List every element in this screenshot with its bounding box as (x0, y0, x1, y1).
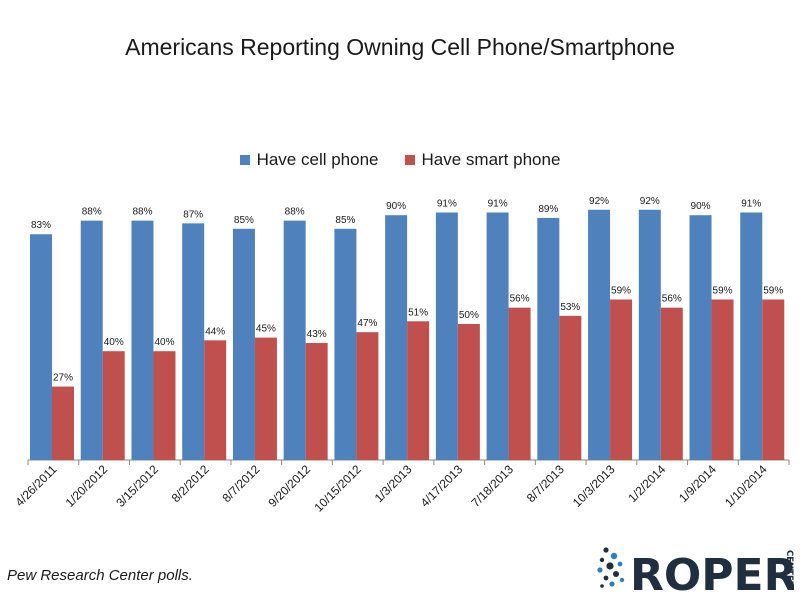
bar-cell-phone (131, 220, 154, 460)
data-label-smart-phone: 59% (611, 286, 631, 297)
data-label-smart-phone: 56% (510, 294, 530, 305)
source-note: Pew Research Center polls. (7, 567, 193, 584)
bar-smart-phone (305, 343, 328, 460)
x-tick-label: 1/2/2014 (625, 462, 668, 505)
data-label-smart-phone: 45% (256, 324, 276, 335)
x-tick-label: 4/17/2013 (418, 462, 466, 510)
bar-cell-phone (740, 212, 763, 460)
x-tick-label: 1/9/2014 (676, 462, 719, 505)
data-label-cell-phone: 90% (386, 201, 406, 212)
bar-cell-phone (638, 209, 661, 460)
chart-title: Americans Reporting Owning Cell Phone/Sm… (125, 34, 675, 60)
x-tick-label: 10/3/2013 (570, 462, 618, 510)
data-label-cell-phone: 92% (640, 196, 660, 207)
bar-smart-phone (508, 307, 531, 460)
data-label-smart-phone: 40% (154, 337, 174, 348)
x-tick-label: 8/2/2012 (169, 462, 212, 505)
data-label-cell-phone: 91% (437, 198, 457, 209)
data-label-smart-phone: 59% (713, 286, 733, 297)
bar-smart-phone (52, 386, 74, 460)
x-tick-label: 7/18/2013 (468, 462, 516, 510)
data-label-smart-phone: 44% (205, 326, 225, 337)
data-label-cell-phone: 89% (538, 204, 558, 215)
legend: Have cell phone Have smart phone (0, 150, 800, 170)
bar-cell-phone (537, 217, 560, 460)
roper-logo-mark (597, 547, 625, 588)
bar-smart-phone (711, 299, 734, 460)
data-label-cell-phone: 85% (335, 215, 355, 226)
data-label-cell-phone: 88% (285, 207, 305, 218)
data-label-smart-phone: 53% (560, 302, 580, 313)
x-tick-label: 3/15/2012 (113, 462, 161, 510)
bar-cell-phone (232, 228, 255, 460)
x-tick-label: 10/15/2012 (312, 462, 365, 515)
data-label-smart-phone: 50% (459, 310, 479, 321)
x-tick-label: 8/7/2013 (524, 462, 567, 505)
bar-smart-phone (254, 337, 277, 460)
bar-smart-phone (559, 315, 582, 460)
bar-smart-phone (356, 332, 379, 460)
bar-cell-phone (80, 220, 103, 460)
data-label-cell-phone: 83% (31, 220, 51, 231)
bar-smart-phone (457, 324, 480, 460)
x-tick-label: 9/20/2012 (266, 462, 314, 510)
data-label-cell-phone: 87% (183, 209, 203, 220)
bar-cell-phone (689, 215, 712, 460)
bar-cell-phone (385, 215, 408, 460)
data-label-cell-phone: 92% (589, 196, 609, 207)
data-label-cell-phone: 85% (234, 215, 254, 226)
data-label-smart-phone: 56% (662, 294, 682, 305)
data-label-smart-phone: 43% (307, 329, 327, 340)
data-label-cell-phone: 91% (488, 198, 508, 209)
data-label-smart-phone: 51% (408, 307, 428, 318)
bar-cell-phone (435, 212, 458, 460)
legend-swatch-smart (404, 155, 415, 165)
bar-cell-phone (30, 234, 52, 460)
data-label-cell-phone: 90% (691, 201, 711, 212)
bar-smart-phone (407, 321, 430, 460)
bar-smart-phone (762, 299, 785, 460)
data-label-smart-phone: 59% (763, 286, 783, 297)
x-tick-label: 1/20/2012 (63, 462, 111, 510)
roper-logo-sub: CENTER (784, 550, 794, 588)
bar-cell-phone (283, 220, 306, 460)
roper-center-logo: ROPER CENTER (597, 547, 794, 598)
x-tick-label: 1/3/2013 (372, 462, 415, 505)
x-tick-label: 8/7/2012 (219, 462, 262, 505)
bar-cell-phone (182, 223, 205, 460)
data-label-cell-phone: 88% (132, 207, 152, 218)
bar-cell-phone (486, 212, 509, 460)
legend-item-smart: Have smart phone (404, 150, 561, 170)
data-label-cell-phone: 91% (741, 198, 761, 209)
x-tick-label: 1/10/2014 (722, 462, 770, 510)
bar-smart-phone (204, 340, 227, 460)
legend-label-cell: Have cell phone (256, 150, 379, 169)
bar-cell-phone (334, 228, 357, 460)
data-label-cell-phone: 88% (82, 207, 102, 218)
data-label-smart-phone: 40% (104, 337, 124, 348)
bar-cell-phone (588, 209, 611, 460)
data-label-smart-phone: 27% (53, 373, 73, 384)
x-tick-label: 4/26/2011 (12, 462, 59, 509)
legend-item-cell: Have cell phone (239, 150, 379, 170)
bar-smart-phone (610, 299, 633, 460)
legend-swatch-cell (239, 155, 250, 165)
bar-smart-phone (660, 307, 683, 460)
bar-smart-phone (102, 351, 125, 460)
roper-logo-word: ROPER (630, 550, 794, 598)
legend-label-smart: Have smart phone (421, 150, 561, 169)
data-label-smart-phone: 47% (357, 318, 377, 329)
bar-smart-phone (153, 351, 176, 460)
